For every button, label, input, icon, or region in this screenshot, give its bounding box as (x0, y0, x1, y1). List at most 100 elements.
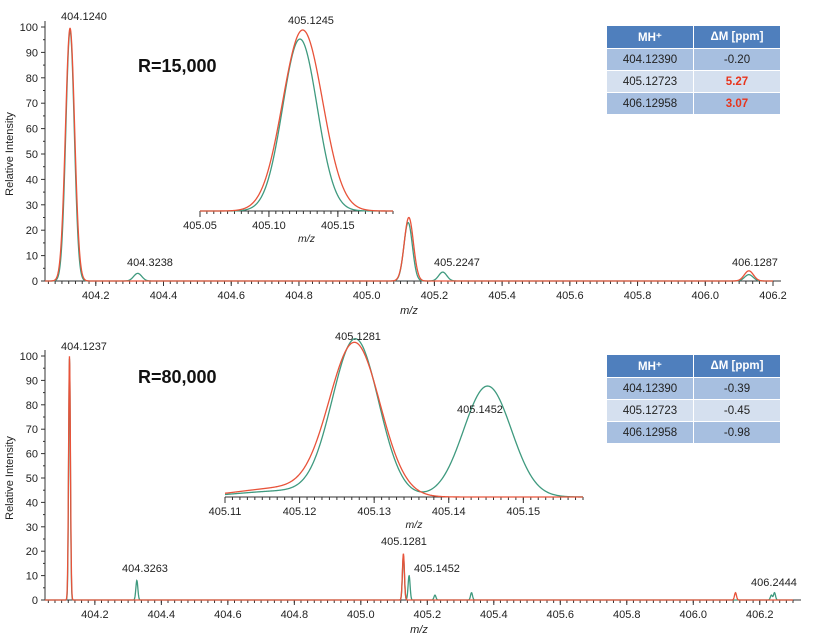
bottom-y-tick-label: 60 (26, 449, 38, 461)
top-y-tick-label: 80 (26, 73, 38, 85)
bottom-x-tick-label: 405.8 (613, 609, 641, 621)
delta-ppm-cell: -0.20 (694, 49, 780, 70)
top-series-0-trace (45, 27, 773, 282)
bottom-peak-label: 404.1237 (61, 341, 107, 353)
bottom-y-tick-label: 0 (32, 595, 38, 607)
mh-column-header: MH⁺ (607, 26, 693, 48)
bottom-x-tick-label: 405.6 (547, 609, 575, 621)
bottom-y-tick-label: 70 (26, 424, 38, 436)
bottom-inset-series-0-trace (224, 341, 583, 498)
top-y-tick-label: 50 (26, 149, 38, 161)
bottom-inset-x-tick-label: 405.12 (283, 506, 317, 518)
bottom-peak-label: 406.2444 (751, 577, 797, 589)
bottom-y-tick-label: 20 (26, 546, 38, 558)
bottom-y-tick-label: 50 (26, 473, 38, 485)
bottom-x-tick-label: 404.2 (81, 609, 109, 621)
bottom-y-tick-label: 100 (20, 351, 38, 363)
top-y-tick-label: 60 (26, 124, 38, 136)
delta-ppm-column-header: ΔM [ppm] (694, 26, 780, 48)
bottom-y-tick-label: 80 (26, 400, 38, 412)
bottom-x-axis-label: m/z (410, 624, 428, 636)
mh-cell: 404.12390 (607, 378, 693, 399)
bottom-x-tick-label: 404.4 (148, 609, 176, 621)
bottom-inset-peak-label: 405.1281 (335, 331, 381, 343)
top-x-tick-label: 404.4 (150, 290, 178, 302)
top-spectrum-panel: 0 10 20 30 40 50 60 70 80 90 100 404.2 404.4 404.6 404… (4, 11, 787, 317)
top-y-tick-label: 0 (32, 276, 38, 288)
bottom-peak-label: 404.3263 (122, 563, 168, 575)
bottom-series-0-trace (45, 356, 793, 601)
table-header-row: MH⁺ ΔM [ppm] (607, 355, 780, 377)
delta-ppm-cell: -0.98 (694, 422, 780, 443)
top-inset-x-tick-label: 405.15 (321, 220, 355, 232)
top-peak-label: 404.1240 (61, 11, 107, 23)
bottom-inset-x-axis-label: m/z (406, 519, 424, 531)
table-row: 404.12390 -0.39 (607, 378, 780, 399)
top-inset-x-axis-label: m/z (298, 233, 316, 245)
top-x-axis-label: m/z (400, 305, 418, 317)
bottom-x-tick-label: 406.0 (680, 609, 708, 621)
bottom-y-tick-label: 90 (26, 375, 38, 387)
delta-ppm-cell: -0.45 (694, 400, 780, 421)
top-x-tick-label: 405.0 (353, 290, 381, 302)
top-x-tick-label: 405.6 (556, 290, 584, 302)
resolution-label-top: R=15,000 (138, 56, 217, 76)
top-inset-x-tick-label: 405.10 (252, 220, 286, 232)
mass-accuracy-table-bottom: MH⁺ ΔM [ppm] 404.12390 -0.39 405.12723 -… (606, 354, 781, 444)
bottom-x-tick-label: 406.2 (746, 609, 774, 621)
table-row: 405.12723 5.27 (607, 71, 780, 92)
top-x-tick-label: 405.8 (624, 290, 652, 302)
top-x-tick-label: 405.2 (421, 290, 449, 302)
bottom-y-axis-label: Relative Intensity (4, 436, 16, 520)
top-x-tick-label: 404.8 (285, 290, 313, 302)
top-peak-label: 405.2247 (434, 257, 480, 269)
top-y-tick-label: 40 (26, 174, 38, 186)
bottom-x-tick-label: 405.2 (414, 609, 442, 621)
mh-cell: 406.12958 (607, 93, 693, 114)
top-x-tick-label: 406.2 (759, 290, 787, 302)
bottom-x-tick-label: 405.4 (480, 609, 508, 621)
top-y-tick-label: 100 (20, 22, 38, 34)
bottom-y-tick-label: 10 (26, 571, 38, 583)
mh-cell: 405.12723 (607, 400, 693, 421)
bottom-inset-peak-label: 405.1452 (457, 404, 503, 416)
delta-ppm-column-header: ΔM [ppm] (694, 355, 780, 377)
delta-ppm-cell: 3.07 (694, 93, 780, 114)
top-y-tick-label: 30 (26, 200, 38, 212)
bottom-inset-x-tick-label: 405.13 (357, 506, 391, 518)
mass-accuracy-table-top: MH⁺ ΔM [ppm] 404.12390 -0.20 405.12723 5… (606, 25, 781, 115)
top-y-tick-label: 10 (26, 251, 38, 263)
table-row: 404.12390 -0.20 (607, 49, 780, 70)
top-peak-label: 404.3238 (127, 257, 173, 269)
bottom-inset-x-tick-label: 405.15 (507, 506, 541, 518)
top-y-tick-label: 90 (26, 47, 38, 59)
resolution-label-bottom: R=80,000 (138, 367, 217, 387)
top-peak-label: 406.1287 (732, 257, 778, 269)
bottom-peak-label: 405.1281 (381, 536, 427, 548)
top-x-tick-label: 406.0 (692, 290, 720, 302)
bottom-inset-x-tick-label: 405.11 (209, 506, 242, 518)
top-x-tick-label: 404.2 (82, 290, 110, 302)
top-x-tick-label: 405.4 (488, 290, 516, 302)
table-row: 406.12958 -0.98 (607, 422, 780, 443)
mh-cell: 406.12958 (607, 422, 693, 443)
top-inset-peak-label: 405.1245 (288, 15, 334, 27)
bottom-spectrum-panel: 0 10 20 30 40 50 60 70 80 90 100 404.2 404.4 404.6 404… (4, 331, 801, 636)
table-row: 406.12958 3.07 (607, 93, 780, 114)
delta-ppm-cell: 5.27 (694, 71, 780, 92)
top-inset-x-tick-label: 405.05 (183, 220, 217, 232)
bottom-inset-x-tick-label: 405.14 (432, 506, 466, 518)
top-inset-series-1-trace (200, 38, 393, 212)
mh-cell: 404.12390 (607, 49, 693, 70)
top-y-tick-label: 20 (26, 225, 38, 237)
bottom-peak-label: 405.1452 (414, 563, 460, 575)
delta-ppm-cell: -0.39 (694, 378, 780, 399)
top-y-axis-label: Relative Intensity (4, 112, 16, 196)
top-x-tick-label: 404.6 (217, 290, 245, 302)
bottom-y-tick-label: 30 (26, 522, 38, 534)
bottom-y-tick-label: 40 (26, 497, 38, 509)
table-header-row: MH⁺ ΔM [ppm] (607, 26, 780, 48)
bottom-x-tick-label: 405.0 (347, 609, 375, 621)
table-row: 405.12723 -0.45 (607, 400, 780, 421)
